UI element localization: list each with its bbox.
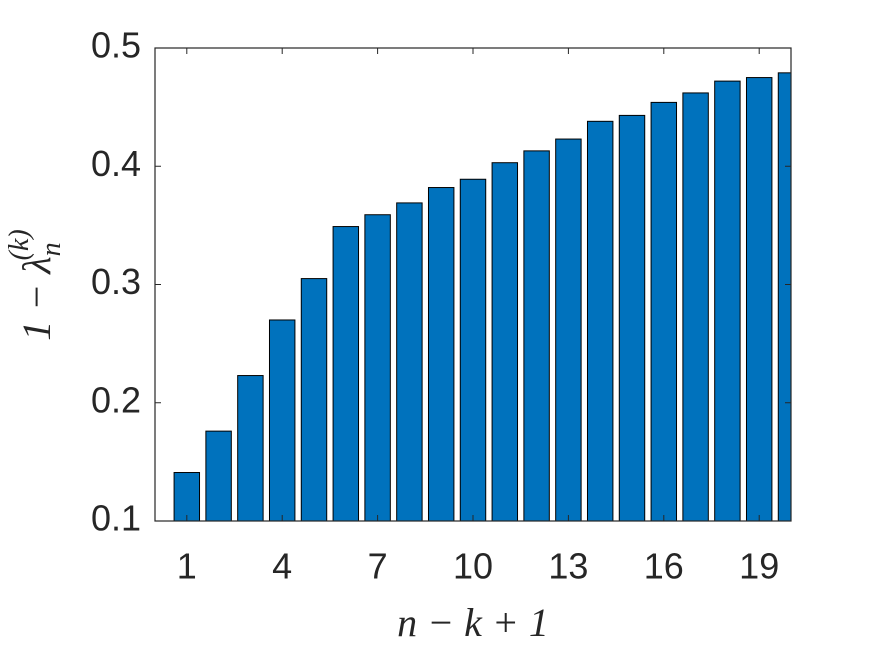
bar <box>714 80 741 522</box>
bar <box>332 226 360 522</box>
bar <box>427 187 455 522</box>
y-tick-label: 0.1 <box>91 498 141 539</box>
y-tick-label: 0.3 <box>91 261 141 302</box>
bar <box>777 72 791 522</box>
bar <box>173 472 201 522</box>
x-tick-label: 4 <box>272 546 292 587</box>
bar <box>618 114 646 522</box>
x-tick-label: 7 <box>368 546 388 587</box>
bar <box>268 319 296 522</box>
y-tick-label: 0.5 <box>91 25 141 66</box>
x-tick-label: 19 <box>739 546 779 587</box>
bar <box>396 202 423 522</box>
bar <box>237 375 264 522</box>
bars <box>173 72 791 522</box>
y-axis-label: 1 − λn(k) <box>4 229 67 340</box>
bar <box>650 101 678 522</box>
bar <box>491 162 519 522</box>
y-label-sup: (k) <box>4 229 35 260</box>
bar <box>555 138 582 522</box>
x-tick-label: 1 <box>177 546 197 587</box>
x-tick-label: 16 <box>644 546 684 587</box>
bar <box>205 430 232 522</box>
x-tick-label: 10 <box>453 546 493 587</box>
bar <box>523 150 550 522</box>
bar <box>459 178 487 522</box>
x-axis-label: n − k + 1 <box>397 600 549 645</box>
y-tick-label: 0.4 <box>91 143 141 184</box>
bar <box>745 77 773 522</box>
bar <box>364 214 391 522</box>
bar <box>300 278 328 522</box>
bar <box>682 92 709 522</box>
bar <box>586 120 614 522</box>
y-tick-label: 0.2 <box>91 379 141 420</box>
x-tick-label: 13 <box>548 546 588 587</box>
y-label-sub: n <box>36 242 67 256</box>
y-label-main: 1 − λ <box>14 256 59 340</box>
